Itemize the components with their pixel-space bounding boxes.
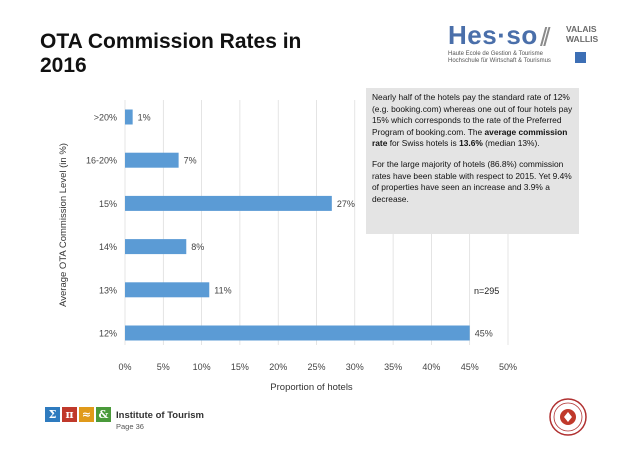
x-tick-label: 35% [384, 362, 402, 372]
x-tick-label: 40% [422, 362, 440, 372]
logo-hes-text: Hes·so [448, 20, 538, 50]
bar [125, 325, 470, 341]
x-tick-label: 30% [346, 362, 364, 372]
x-tick-label: 20% [269, 362, 287, 372]
info-text-a: Nearly half of the hotels pay the standa… [372, 92, 573, 137]
x-tick-label: 25% [307, 362, 325, 372]
logo-line1: Haute Ecole de Gestion & Tourisme [448, 51, 543, 57]
sigma-icon: Σ [45, 407, 60, 422]
info-text-e: (median 13%). [482, 138, 540, 149]
valais-flag-icon [575, 52, 586, 63]
logo-subtitle: Haute Ecole de Gestion & Tourisme Hochsc… [448, 51, 568, 65]
y-axis-title: Average OTA Commission Level (in %) [58, 143, 69, 307]
hes-so-logo: Hes·so // VALAIS WALLIS Haute Ecole de G… [448, 20, 608, 68]
logo-valais: VALAIS [566, 24, 597, 34]
info-text-c: for Swiss hotels is [387, 138, 460, 149]
pi-icon: π [62, 407, 77, 422]
bar [125, 152, 179, 168]
x-tick-label: 50% [499, 362, 517, 372]
y-tick-label: 14% [99, 242, 117, 252]
y-tick-label: 13% [99, 285, 117, 295]
x-tick-label: 45% [461, 362, 479, 372]
approx-icon: ≈ [79, 407, 94, 422]
x-tick-label: 5% [157, 362, 170, 372]
data-label: 8% [191, 242, 204, 252]
x-tick-label: 15% [231, 362, 249, 372]
logo-valais-wallis: VALAIS WALLIS [566, 24, 598, 44]
x-tick-label: 0% [118, 362, 131, 372]
data-label: 27% [337, 199, 355, 209]
page-title: OTA Commission Rates in 2016 [40, 30, 302, 77]
info-box: Nearly half of the hotels pay the standa… [366, 88, 579, 234]
x-tick-label: 10% [193, 362, 211, 372]
data-label: 11% [214, 285, 231, 295]
info-paragraph-1: Nearly half of the hotels pay the standa… [372, 92, 573, 150]
y-tick-label: 15% [99, 199, 117, 209]
y-tick-label: 16-20% [86, 156, 117, 166]
university-seal-icon [549, 398, 587, 436]
logo-wallis: WALLIS [566, 34, 599, 44]
y-tick-label: 12% [99, 329, 117, 339]
y-tick-label: >20% [94, 113, 117, 123]
logo-slashes: // [540, 22, 551, 52]
data-label: 1% [138, 113, 151, 123]
logo-line2: Hochschule für Wirtschaft & Tourismus [448, 58, 551, 64]
bar [125, 239, 187, 255]
data-label: 7% [184, 156, 197, 166]
info-text-bold-rate: average commission rate [372, 126, 568, 149]
footer-text: Institute of Tourism Page 36 [116, 410, 204, 431]
ampersand-icon: & [96, 407, 111, 422]
bar [125, 282, 210, 298]
sample-size-label: n=295 [474, 286, 500, 296]
bar [125, 109, 133, 125]
data-label: 45% [475, 329, 493, 339]
institute-name: Institute of Tourism [116, 410, 204, 421]
info-paragraph-2: For the large majority of hotels (86.8%)… [372, 158, 572, 204]
info-text-bold-value: 13.6% [459, 138, 483, 149]
x-axis-title: Proportion of hotels [270, 382, 353, 393]
page-number: Page 36 [116, 422, 144, 431]
bar [125, 195, 332, 211]
